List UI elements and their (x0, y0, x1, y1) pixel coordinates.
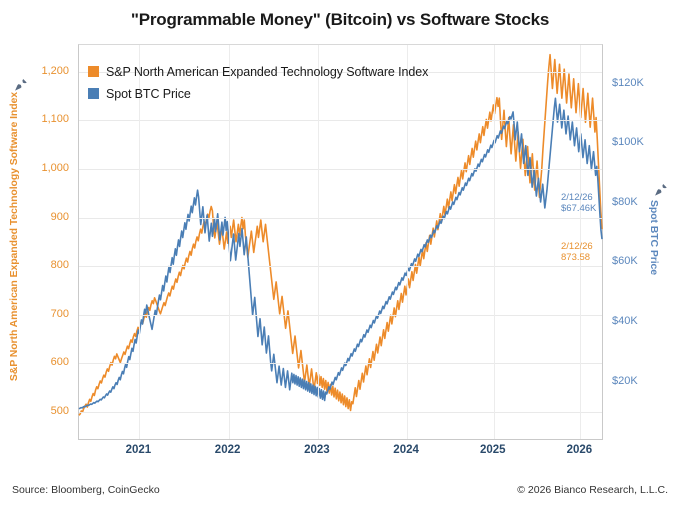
right-axis-title: Spot BTC Price (648, 200, 660, 276)
pushpin-icon-left[interactable] (14, 78, 28, 92)
left-axis-tick: 1,100 (41, 113, 69, 126)
footer-copyright: © 2026 Bianco Research, L.L.C. (517, 484, 668, 496)
gridline-vertical (580, 45, 582, 439)
gridline-vertical (139, 45, 141, 439)
gridline-horizontal (79, 168, 602, 170)
footer-source: Source: Bloomberg, CoinGecko (12, 484, 160, 496)
end-label-index-date: 2/12/26 (561, 241, 593, 252)
gridline-vertical (317, 45, 319, 439)
right-axis: $20K $40K $60K $80K $100K $120K (604, 44, 680, 440)
legend-swatch-btc (88, 88, 99, 99)
gridline-horizontal (79, 411, 602, 413)
x-axis-tick: 2026 (566, 444, 593, 456)
legend-swatch-index (88, 66, 99, 77)
gridline-horizontal (79, 314, 602, 316)
legend: S&P North American Expanded Technology S… (88, 62, 428, 106)
x-axis-tick: 2022 (214, 444, 241, 456)
left-axis: 500 600 700 800 900 1,000 1,100 1,200 (0, 44, 76, 440)
gridline-horizontal (79, 71, 602, 73)
end-label-btc: 2/12/26 $67.46K (561, 192, 596, 214)
left-axis-title: S&P North American Expanded Technology S… (8, 92, 20, 382)
left-axis-tick: 800 (50, 259, 69, 272)
right-axis-tick: $60K (612, 255, 638, 268)
right-axis-tick: $80K (612, 195, 638, 208)
gridline-vertical (407, 45, 409, 439)
right-axis-tick: $100K (612, 136, 644, 149)
x-axis-tick: 2021 (125, 444, 152, 456)
left-axis-tick: 900 (50, 210, 69, 223)
legend-item-btc[interactable]: Spot BTC Price (88, 84, 428, 103)
end-label-btc-date: 2/12/26 (561, 192, 593, 203)
end-label-btc-value: $67.46K (561, 203, 597, 214)
left-axis-tick: 600 (50, 356, 69, 369)
x-axis-tick: 2023 (304, 444, 330, 456)
x-axis-tick: 2024 (393, 444, 419, 456)
series-line-index (78, 53, 603, 416)
gridline-vertical (493, 45, 495, 439)
end-label-index-value: 873.58 (561, 252, 591, 263)
plot-area[interactable] (78, 44, 603, 440)
left-axis-tick: 1,200 (41, 64, 69, 77)
pushpin-icon-right[interactable] (654, 183, 668, 197)
end-label-index: 2/12/26 873.58 (561, 241, 593, 263)
x-axis: 2021 2022 2023 2024 2025 2026 (78, 442, 603, 464)
series-line-btc (78, 97, 603, 410)
legend-label-btc: Spot BTC Price (106, 86, 191, 101)
gridline-horizontal (79, 217, 602, 219)
gridline-horizontal (79, 266, 602, 268)
legend-item-index[interactable]: S&P North American Expanded Technology S… (88, 62, 428, 81)
left-axis-tick: 700 (50, 307, 69, 320)
chart-title: "Programmable Money" (Bitcoin) vs Softwa… (130, 10, 550, 29)
right-axis-tick: $120K (612, 76, 644, 89)
gridline-horizontal (79, 363, 602, 365)
gridline-vertical (228, 45, 230, 439)
left-axis-tick: 1,000 (41, 161, 69, 174)
x-axis-tick: 2025 (480, 444, 506, 456)
left-axis-tick: 500 (50, 404, 69, 417)
gridline-horizontal (79, 120, 602, 122)
series-lines (78, 53, 603, 416)
legend-label-index: S&P North American Expanded Technology S… (106, 64, 429, 79)
right-axis-tick: $40K (612, 314, 638, 327)
right-axis-tick: $20K (612, 374, 638, 387)
